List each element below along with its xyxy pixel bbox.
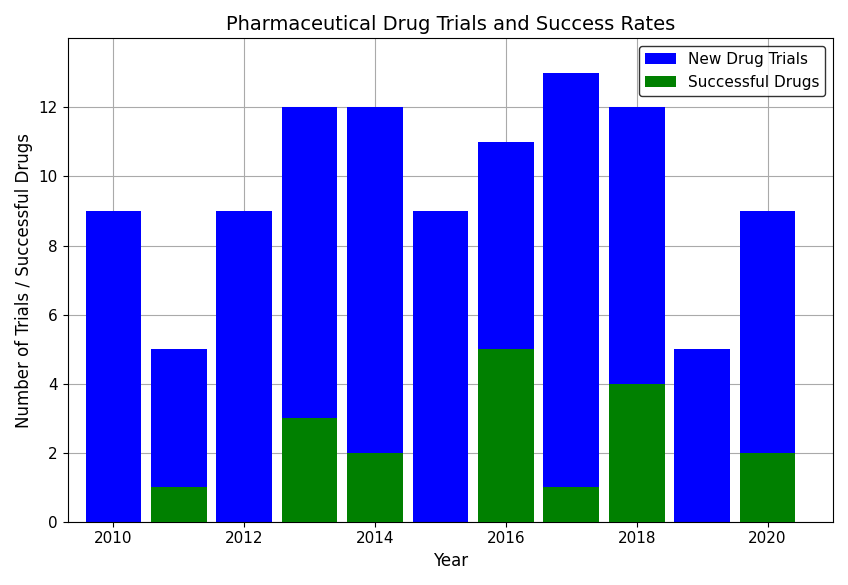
Bar — [609, 384, 665, 522]
Bar — [544, 73, 599, 522]
Title: Pharmaceutical Drug Trials and Success Rates: Pharmaceutical Drug Trials and Success R… — [226, 15, 675, 34]
Legend: New Drug Trials, Successful Drugs: New Drug Trials, Successful Drugs — [639, 46, 825, 96]
Bar — [739, 453, 795, 522]
Bar — [216, 211, 272, 522]
Bar — [674, 349, 730, 522]
Bar — [609, 108, 665, 522]
Bar — [86, 211, 141, 522]
Bar — [151, 487, 207, 522]
Bar — [347, 108, 403, 522]
X-axis label: Year: Year — [432, 552, 468, 570]
Bar — [347, 453, 403, 522]
Bar — [544, 487, 599, 522]
Bar — [478, 349, 533, 522]
Bar — [151, 349, 207, 522]
Bar — [282, 108, 338, 522]
Bar — [739, 211, 795, 522]
Bar — [413, 211, 468, 522]
Bar — [478, 142, 533, 522]
Y-axis label: Number of Trials / Successful Drugs: Number of Trials / Successful Drugs — [15, 133, 33, 428]
Bar — [282, 418, 338, 522]
